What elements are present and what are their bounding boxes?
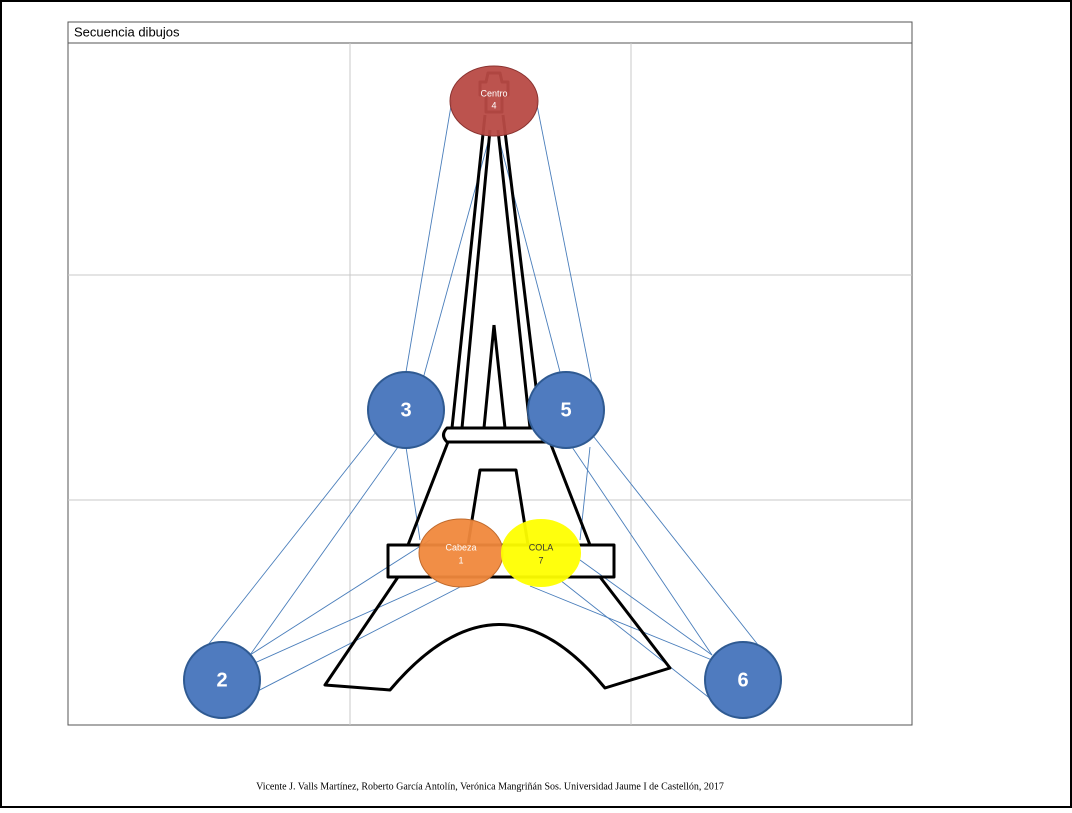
node-number: 4 bbox=[491, 100, 496, 110]
node-cola bbox=[501, 519, 581, 587]
node-label: COLA bbox=[529, 542, 554, 552]
node-label: Cabeza bbox=[445, 542, 476, 552]
slide: Secuencia dibujos Centro 4 Cabeza 1 COLA… bbox=[0, 0, 1072, 808]
footer: Vicente J. Valls Martínez, Roberto Garcí… bbox=[256, 781, 724, 792]
node-label: Centro bbox=[480, 88, 507, 98]
node-number: 3 bbox=[400, 399, 411, 421]
node-number: 6 bbox=[737, 669, 748, 691]
node-cabeza bbox=[419, 519, 503, 587]
node-number: 2 bbox=[216, 669, 227, 691]
node-number: 1 bbox=[458, 555, 463, 565]
title: Secuencia dibujos bbox=[74, 24, 180, 39]
node-number: 5 bbox=[560, 399, 571, 421]
node-number: 7 bbox=[538, 555, 543, 565]
